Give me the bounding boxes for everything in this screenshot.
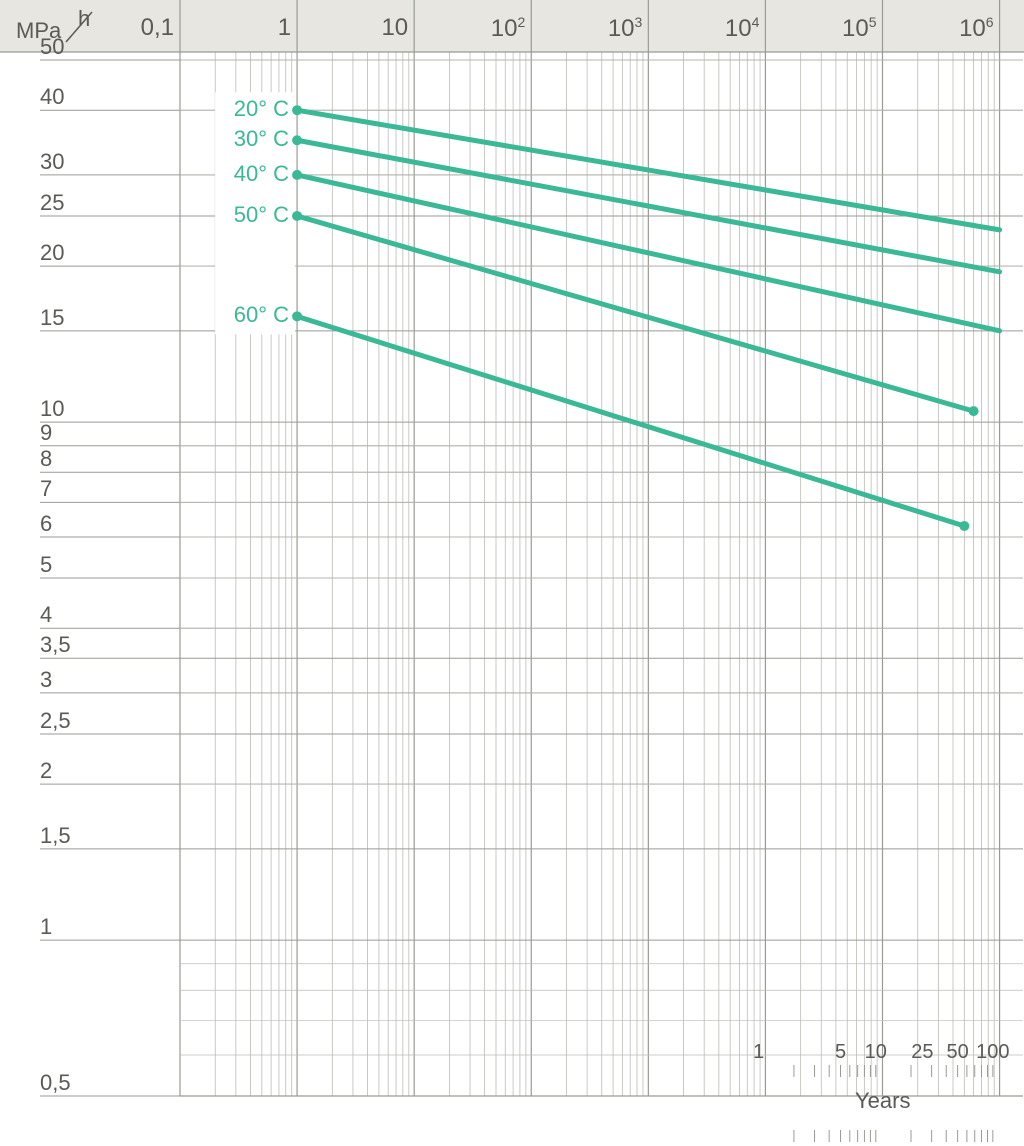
y-tick: 5 (40, 552, 52, 578)
years-tick: 5 (835, 1041, 846, 1064)
y-tick: 40 (40, 84, 64, 110)
y-tick: 15 (40, 305, 64, 331)
y-tick: 50 (40, 34, 64, 60)
years-tick: 100 (976, 1041, 1009, 1064)
y-tick: 6 (40, 511, 52, 537)
series-label: 60° C (234, 302, 289, 328)
y-tick: 2 (40, 758, 52, 784)
y-tick: 0,5 (40, 1070, 71, 1096)
series-label: 40° C (234, 161, 289, 187)
years-tick: 50 (946, 1041, 968, 1064)
y-tick: 3 (40, 667, 52, 693)
y-tick: 25 (40, 190, 64, 216)
y-tick: 1 (40, 914, 52, 940)
y-tick: 2,5 (40, 708, 71, 734)
y-tick: 9 (40, 420, 52, 446)
x-top-tick: 0,1 (141, 14, 174, 42)
years-tick: 25 (911, 1041, 933, 1064)
years-tick: 10 (865, 1041, 887, 1064)
x-top-tick: 102 (491, 14, 526, 43)
x-top-tick: 106 (959, 14, 994, 43)
creep-chart: MPa h Years 0,11101021031041051065040302… (0, 0, 1024, 1146)
y-tick: 10 (40, 396, 64, 422)
x-top-tick: 10 (381, 14, 408, 42)
y-tick: 8 (40, 446, 52, 472)
series-lines (0, 0, 1024, 1146)
series-label: 20° C (234, 96, 289, 122)
x-top-tick: 105 (842, 14, 877, 43)
y-tick: 30 (40, 149, 64, 175)
series-label: 30° C (234, 126, 289, 152)
x-top-tick: 104 (725, 14, 760, 43)
series-label: 50° C (234, 202, 289, 228)
y-tick: 3,5 (40, 632, 71, 658)
y-tick: 7 (40, 476, 52, 502)
y-tick: 4 (40, 602, 52, 628)
years-axis-title: Years (855, 1088, 910, 1114)
y-tick: 1,5 (40, 823, 71, 849)
y-tick: 20 (40, 240, 64, 266)
x-top-tick: 1 (278, 14, 291, 42)
years-tick: 1 (753, 1041, 764, 1064)
x-top-tick: 103 (608, 14, 643, 43)
